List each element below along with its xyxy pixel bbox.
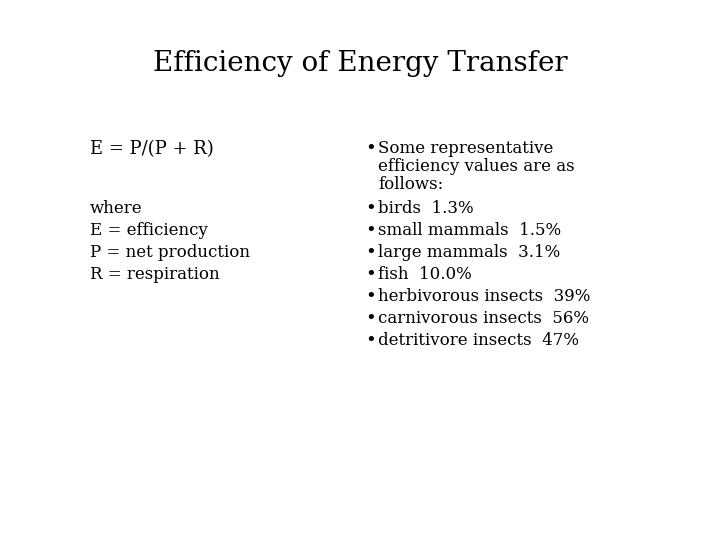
Text: Some representative: Some representative <box>378 140 554 157</box>
Text: •: • <box>365 332 376 350</box>
Text: E = P/(P + R): E = P/(P + R) <box>90 140 214 158</box>
Text: detritivore insects  47%: detritivore insects 47% <box>378 332 579 349</box>
Text: •: • <box>365 140 376 158</box>
Text: large mammals  3.1%: large mammals 3.1% <box>378 244 560 261</box>
Text: birds  1.3%: birds 1.3% <box>378 200 474 217</box>
Text: •: • <box>365 310 376 328</box>
Text: •: • <box>365 244 376 262</box>
Text: •: • <box>365 266 376 284</box>
Text: herbivorous insects  39%: herbivorous insects 39% <box>378 288 590 305</box>
Text: P = net production: P = net production <box>90 244 250 261</box>
Text: R = respiration: R = respiration <box>90 266 220 283</box>
Text: E = efficiency: E = efficiency <box>90 222 208 239</box>
Text: small mammals  1.5%: small mammals 1.5% <box>378 222 561 239</box>
Text: where: where <box>90 200 143 217</box>
Text: follows:: follows: <box>378 176 444 193</box>
Text: fish  10.0%: fish 10.0% <box>378 266 472 283</box>
Text: •: • <box>365 200 376 218</box>
Text: •: • <box>365 222 376 240</box>
Text: carnivorous insects  56%: carnivorous insects 56% <box>378 310 589 327</box>
Text: Efficiency of Energy Transfer: Efficiency of Energy Transfer <box>153 50 567 77</box>
Text: efficiency values are as: efficiency values are as <box>378 158 575 175</box>
Text: •: • <box>365 288 376 306</box>
